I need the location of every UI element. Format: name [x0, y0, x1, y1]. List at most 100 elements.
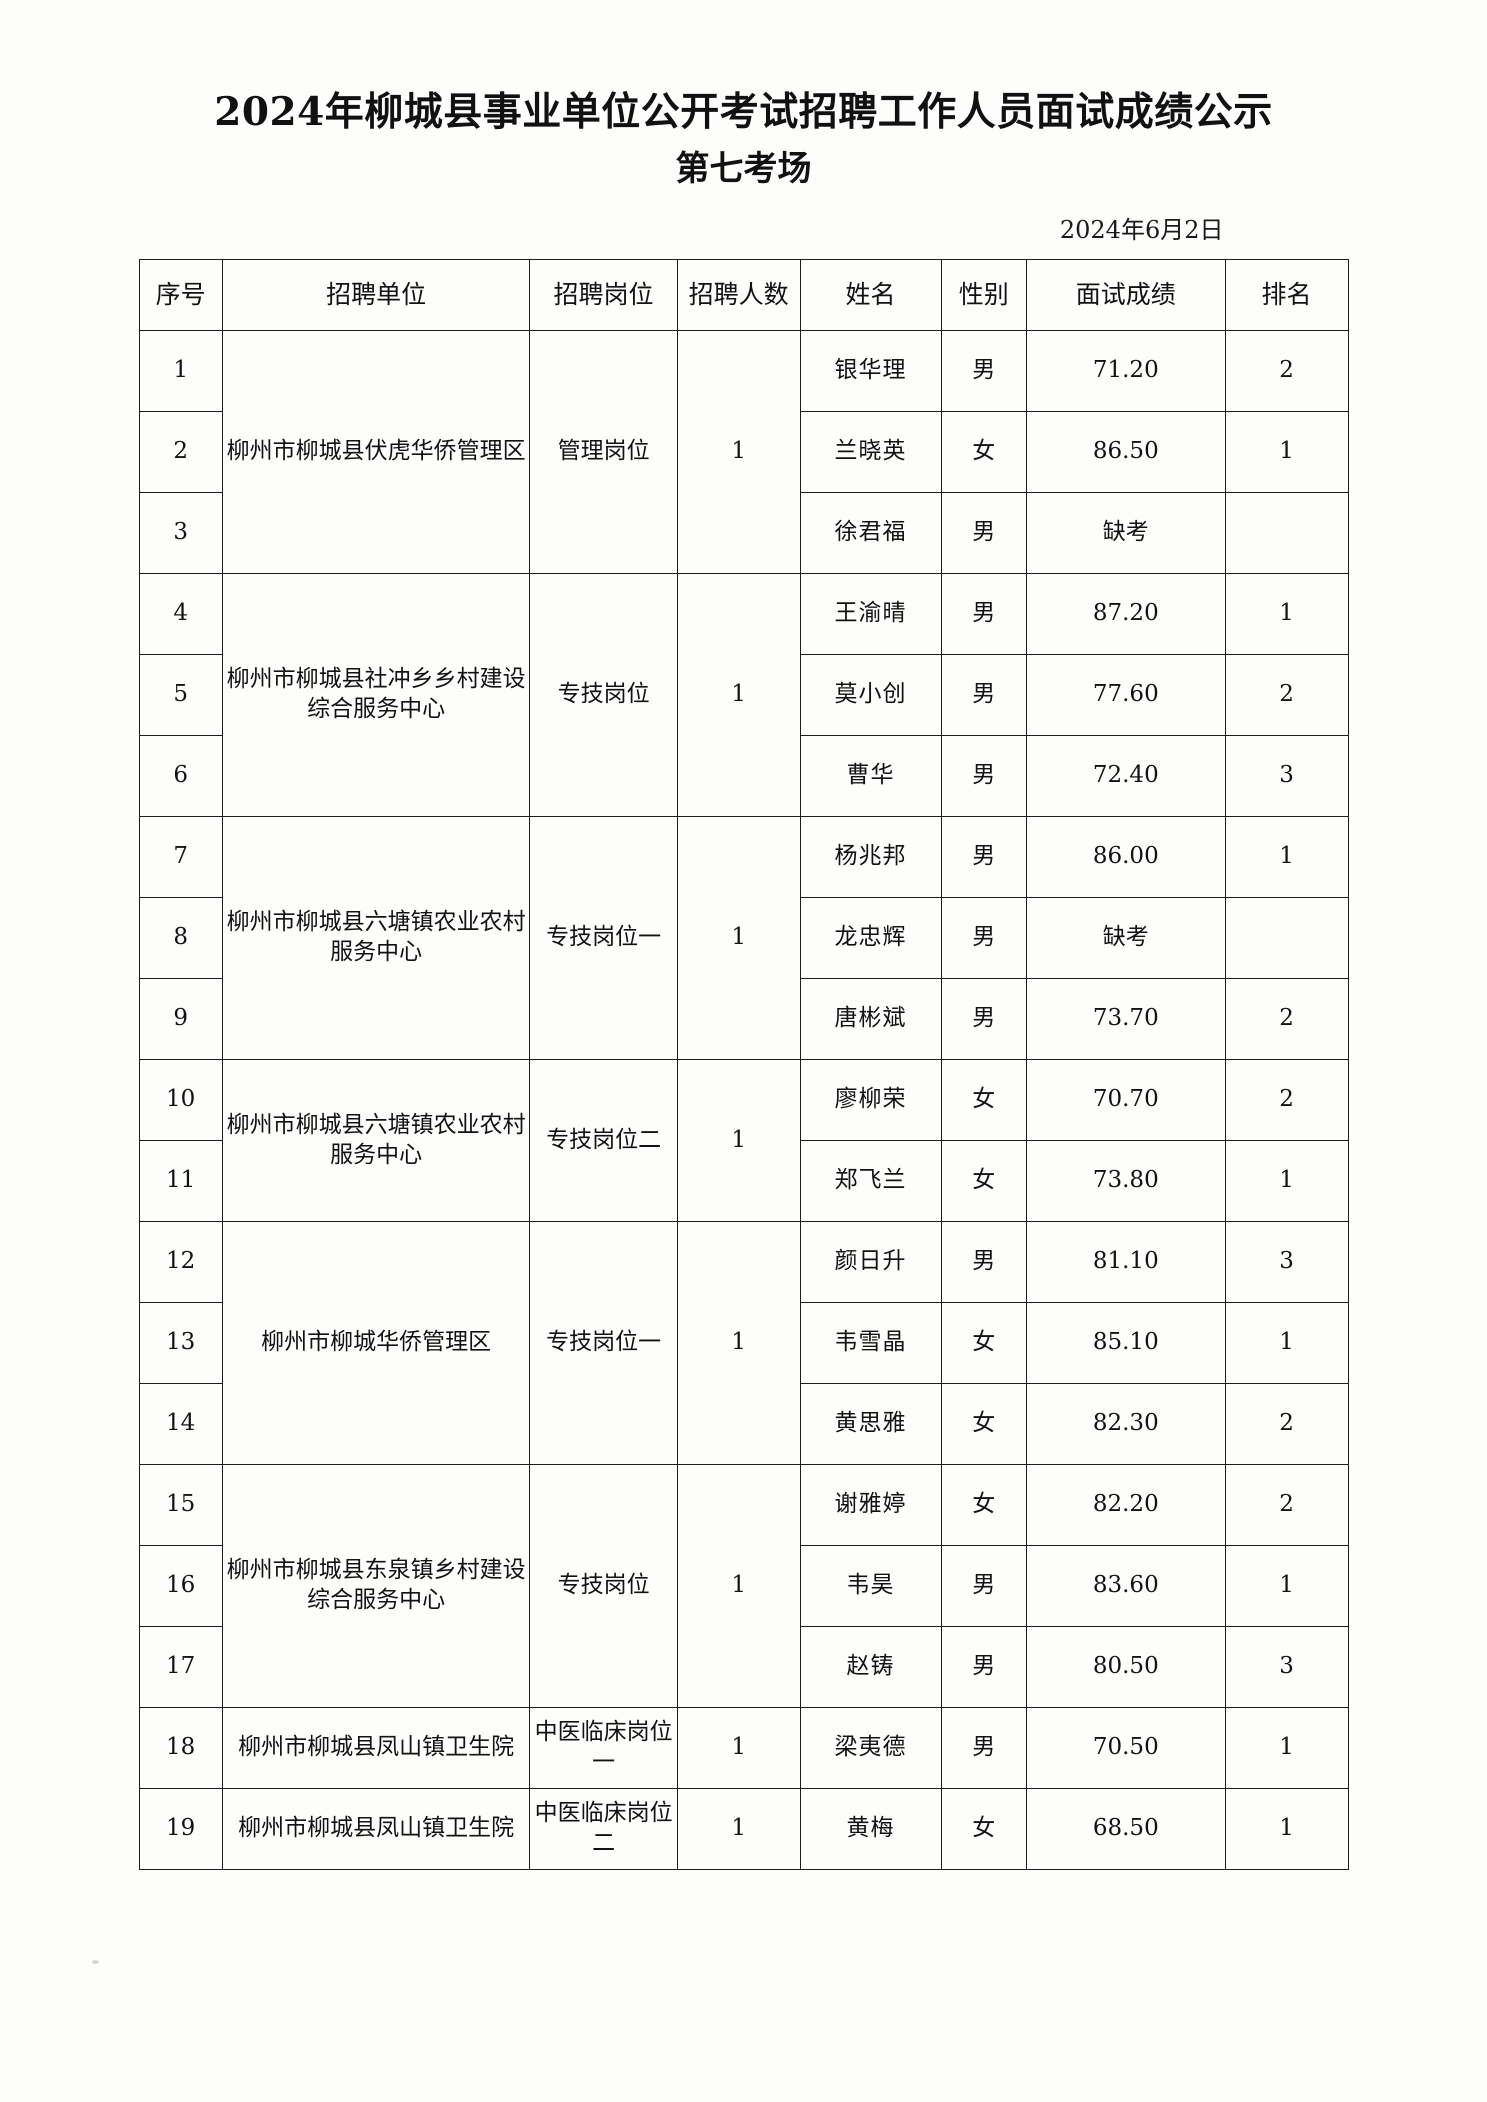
table-row: 17 赵铸男 80.50 3 — [138, 1626, 1349, 1709]
header-no: 序号 — [138, 259, 223, 332]
cell-score: 82.30 — [1025, 1383, 1226, 1466]
header-count: 招聘人数 — [676, 259, 801, 332]
cell-score: 缺考 — [1025, 492, 1226, 575]
cell-gender: 女 — [940, 1302, 1027, 1385]
cell-gender: 女 — [940, 1383, 1027, 1466]
cell-unit: 柳州市柳城县凤山镇卫生院 — [221, 1707, 531, 1790]
cell-gender: 男 — [940, 330, 1027, 413]
cell-no: 18 — [138, 1707, 223, 1790]
cell-gender: 男 — [940, 1707, 1027, 1790]
cell-no: 2 — [138, 411, 223, 494]
cell-score: 87.20 — [1025, 573, 1226, 656]
cell-no: 4 — [138, 573, 223, 656]
cell-rank: 3 — [1224, 735, 1349, 818]
cell-name: 王渝晴 — [799, 573, 942, 656]
cell-count: 1 — [676, 1059, 801, 1223]
cell-post: 中医临床岗位二 — [529, 1788, 678, 1871]
cell-gender: 男 — [940, 978, 1027, 1061]
cell-rank: 1 — [1224, 1707, 1349, 1790]
cell-name: 赵铸 — [799, 1626, 942, 1709]
header-score: 面试成绩 — [1025, 259, 1226, 332]
cell-post: 专技岗位 — [529, 1464, 678, 1709]
cell-unit: 柳州市柳城县伏虎华侨管理区 — [221, 330, 531, 575]
cell-count: 1 — [676, 1221, 801, 1466]
cell-name: 曹华 — [799, 735, 942, 818]
cell-name: 徐君福 — [799, 492, 942, 575]
cell-score: 70.70 — [1025, 1059, 1226, 1142]
cell-gender: 女 — [940, 1059, 1027, 1142]
cell-no: 13 — [138, 1302, 223, 1385]
table-body: 1 柳州市柳城县伏虎华侨管理区 管理岗位 1 银华理男 71.20 2 2 兰晓英女 86.50 1… — [138, 330, 1349, 1871]
cell-rank: 1 — [1224, 573, 1349, 656]
interview-results-table: 序号 招聘单位 招聘岗位 招聘人数 姓名 性别 面试成绩 排名 1 柳州市柳城县伏… — [138, 259, 1349, 1871]
cell-rank — [1224, 897, 1349, 980]
cell-score: 86.50 — [1025, 411, 1226, 494]
cell-unit: 柳州市柳城县社冲乡乡村建设综合服务中心 — [221, 573, 531, 818]
cell-score: 71.20 — [1025, 330, 1226, 413]
table-row: 10 柳州市柳城县六塘镇农业农村服务中心 专技岗位二 1 廖柳荣女 70.70 2 — [138, 1059, 1349, 1223]
table-row: 8 龙忠辉男缺考 — [138, 897, 1349, 980]
cell-name: 莫小创 — [799, 654, 942, 737]
cell-gender: 男 — [940, 1545, 1027, 1628]
cell-name: 韦昊 — [799, 1545, 942, 1628]
cell-no: 14 — [138, 1383, 223, 1466]
cell-no: 17 — [138, 1626, 223, 1709]
page-title: 2024年柳城县事业单位公开考试招聘工作人员面试成绩公示 — [214, 89, 1273, 135]
cell-post: 专技岗位二 — [529, 1059, 678, 1223]
cell-gender: 男 — [940, 735, 1027, 818]
cell-rank: 3 — [1224, 1221, 1349, 1304]
cell-rank: 1 — [1224, 1788, 1349, 1871]
cell-post: 专技岗位 — [529, 573, 678, 818]
table-row: 13 韦雪晶女 85.10 1 — [138, 1302, 1349, 1385]
table-header: 序号 招聘单位 招聘岗位 招聘人数 姓名 性别 面试成绩 排名 — [138, 259, 1349, 332]
cell-name: 唐彬斌 — [799, 978, 942, 1061]
table-row: 18 柳州市柳城县凤山镇卫生院 中医临床岗位一 1 梁夷德男 70.50 1 — [138, 1707, 1349, 1790]
table-row: 1 柳州市柳城县伏虎华侨管理区 管理岗位 1 银华理男 71.20 2 — [138, 330, 1349, 575]
header-gender: 性别 — [940, 259, 1027, 332]
cell-post: 专技岗位一 — [529, 1221, 678, 1466]
header-name: 姓名 — [799, 259, 942, 332]
cell-no: 5 — [138, 654, 223, 737]
cell-no: 1 — [138, 330, 223, 413]
cell-count: 1 — [676, 816, 801, 1061]
cell-score: 70.50 — [1025, 1707, 1226, 1790]
table-row: 4 柳州市柳城县社冲乡乡村建设综合服务中心 专技岗位 1 王渝晴男 87.20 1 — [138, 573, 1349, 818]
table-row: 7 柳州市柳城县六塘镇农业农村服务中心 专技岗位一 1 杨兆邦男 86.00 1 — [138, 816, 1349, 1061]
cell-name: 黄思雅 — [799, 1383, 942, 1466]
cell-rank: 1 — [1224, 411, 1349, 494]
cell-rank: 1 — [1224, 1140, 1349, 1223]
cell-name: 谢雅婷 — [799, 1464, 942, 1547]
cell-name: 兰晓英 — [799, 411, 942, 494]
cell-count: 1 — [676, 1788, 801, 1871]
cell-score: 81.10 — [1025, 1221, 1226, 1304]
cell-name: 韦雪晶 — [799, 1302, 942, 1385]
cell-no: 8 — [138, 897, 223, 980]
cell-count: 1 — [676, 1707, 801, 1790]
cell-count: 1 — [676, 330, 801, 575]
table-row: 19 柳州市柳城县凤山镇卫生院 中医临床岗位二 1 黄梅女 68.50 1 — [138, 1788, 1349, 1871]
cell-unit: 柳州市柳城县六塘镇农业农村服务中心 — [221, 1059, 531, 1223]
table-row: 9 唐彬斌男 73.70 2 — [138, 978, 1349, 1061]
cell-gender: 女 — [940, 1464, 1027, 1547]
cell-no: 7 — [138, 816, 223, 899]
cell-score: 83.60 — [1025, 1545, 1226, 1628]
cell-post: 中医临床岗位一 — [529, 1707, 678, 1790]
table-row: 2 兰晓英女 86.50 1 — [138, 411, 1349, 494]
cell-post: 专技岗位一 — [529, 816, 678, 1061]
cell-name: 银华理 — [799, 330, 942, 413]
cell-score: 68.50 — [1025, 1788, 1226, 1871]
cell-rank — [1224, 492, 1349, 575]
table-row: 11 郑飞兰女 73.80 1 — [138, 1140, 1349, 1223]
publish-date: 2024年6月2日 — [1059, 216, 1224, 245]
cell-rank: 1 — [1224, 1545, 1349, 1628]
cell-no: 15 — [138, 1464, 223, 1547]
cell-name: 郑飞兰 — [799, 1140, 942, 1223]
cell-rank: 2 — [1224, 1464, 1349, 1547]
cell-gender: 女 — [940, 1140, 1027, 1223]
results-table-wrap: 序号 招聘单位 招聘岗位 招聘人数 姓名 性别 面试成绩 排名 1 柳州市柳城县伏… — [138, 259, 1349, 1871]
cell-name: 黄梅 — [799, 1788, 942, 1871]
header-row: 序号 招聘单位 招聘岗位 招聘人数 姓名 性别 面试成绩 排名 — [138, 259, 1349, 332]
cell-rank: 2 — [1224, 1383, 1349, 1466]
cell-gender: 男 — [940, 897, 1027, 980]
header-unit: 招聘单位 — [221, 259, 531, 332]
